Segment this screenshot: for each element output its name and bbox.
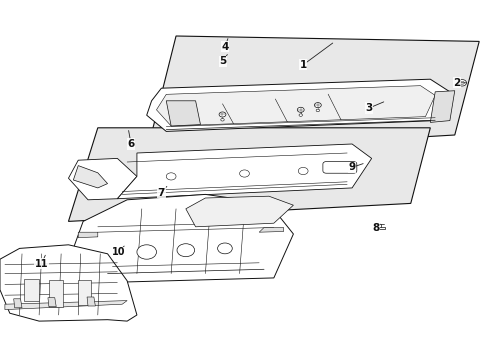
Polygon shape <box>146 79 449 131</box>
Bar <box>24 279 39 301</box>
Polygon shape <box>166 101 200 126</box>
Polygon shape <box>259 228 283 232</box>
Circle shape <box>298 114 302 116</box>
Circle shape <box>137 245 156 259</box>
Polygon shape <box>117 144 371 199</box>
Circle shape <box>314 103 321 108</box>
Circle shape <box>217 243 232 254</box>
Text: 8: 8 <box>371 222 378 233</box>
Text: 10: 10 <box>111 247 125 257</box>
Circle shape <box>297 107 304 112</box>
Polygon shape <box>185 196 293 227</box>
Polygon shape <box>48 298 56 307</box>
Bar <box>78 280 91 305</box>
Polygon shape <box>376 227 385 229</box>
Text: 11: 11 <box>35 258 48 269</box>
Polygon shape <box>73 166 107 188</box>
Text: 9: 9 <box>348 162 355 172</box>
Polygon shape <box>146 36 478 153</box>
Polygon shape <box>5 301 127 310</box>
Text: 1: 1 <box>299 60 306 70</box>
Polygon shape <box>68 158 137 200</box>
Text: 5: 5 <box>219 56 226 66</box>
Circle shape <box>221 118 224 121</box>
Polygon shape <box>0 245 137 321</box>
Circle shape <box>457 80 466 86</box>
Text: 4: 4 <box>221 42 228 52</box>
Polygon shape <box>14 299 22 308</box>
Text: 6: 6 <box>127 139 134 149</box>
Text: 7: 7 <box>157 188 165 198</box>
Polygon shape <box>87 297 95 306</box>
Bar <box>49 280 62 307</box>
Polygon shape <box>73 194 293 283</box>
Polygon shape <box>68 128 429 221</box>
Text: 3: 3 <box>365 103 372 113</box>
Polygon shape <box>78 232 98 238</box>
Polygon shape <box>429 91 454 122</box>
Text: 2: 2 <box>453 78 460 88</box>
Circle shape <box>315 109 319 112</box>
Circle shape <box>166 173 176 180</box>
Circle shape <box>298 167 307 175</box>
Circle shape <box>239 170 249 177</box>
Polygon shape <box>156 86 434 126</box>
Circle shape <box>459 81 463 85</box>
Circle shape <box>219 112 225 117</box>
FancyBboxPatch shape <box>322 162 356 173</box>
Circle shape <box>177 244 194 257</box>
